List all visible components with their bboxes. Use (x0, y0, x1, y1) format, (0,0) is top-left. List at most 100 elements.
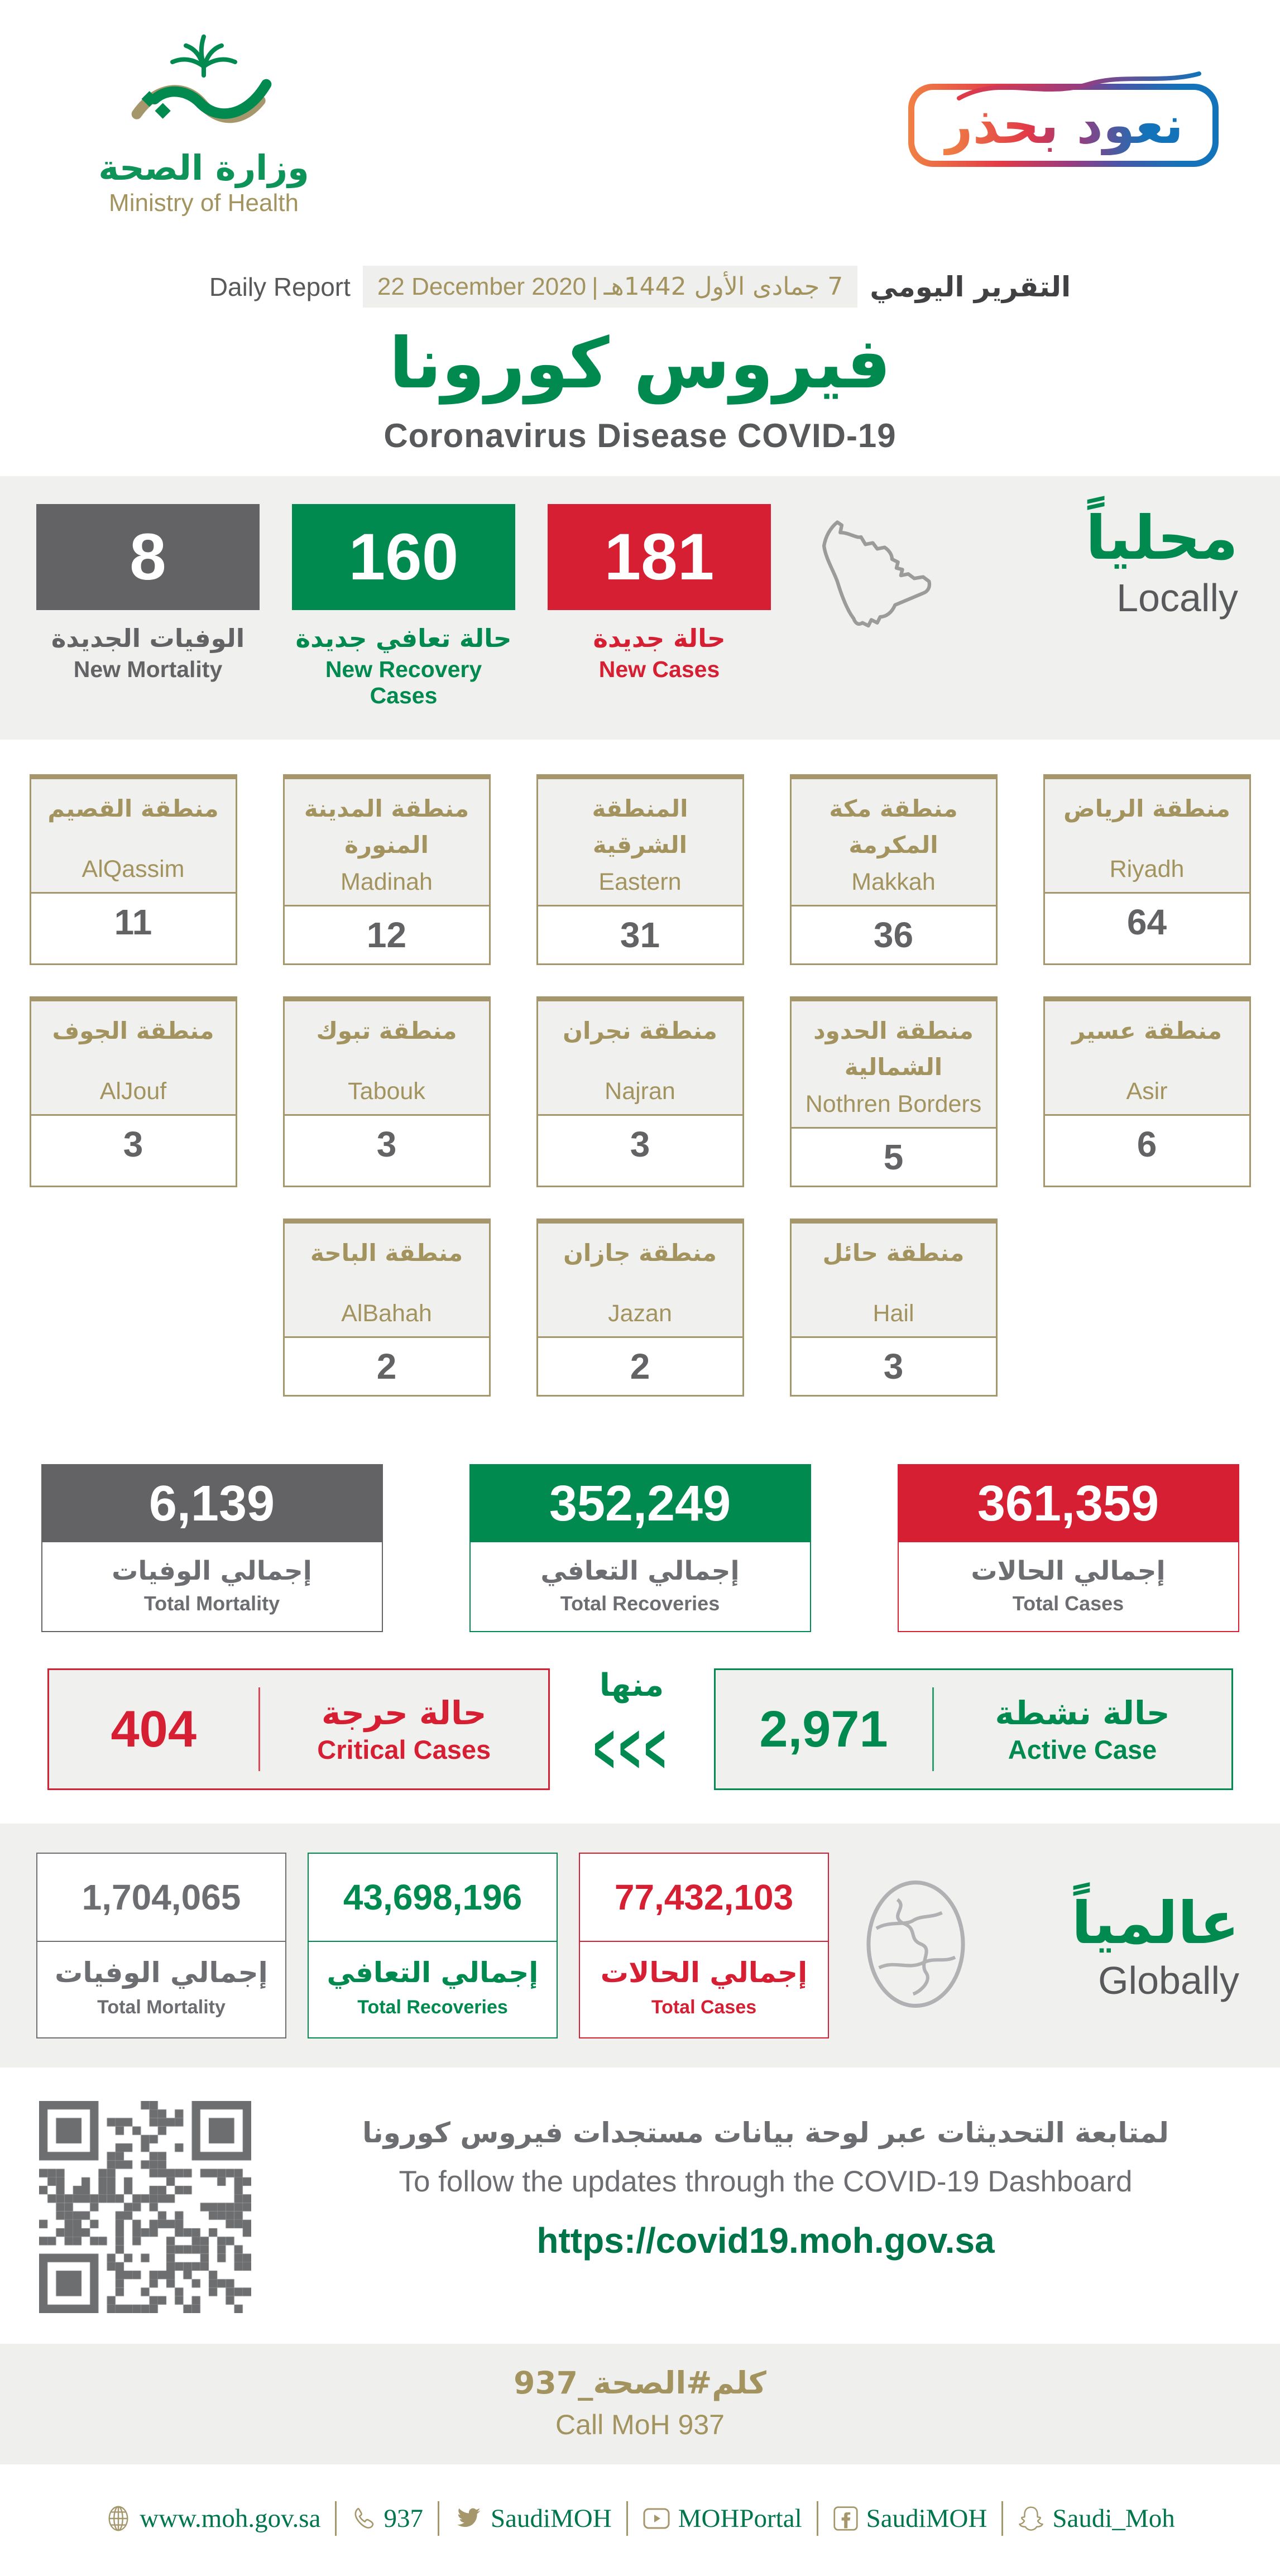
region-count: 6 (1137, 1124, 1157, 1165)
logo-title-english: Ministry of Health (109, 189, 299, 217)
global-cases-value: 77,432,103 (580, 1854, 828, 1942)
global-recoveries-card: 43,698,196 إجمالي التعافي Total Recoveri… (308, 1853, 558, 2039)
divider (932, 1687, 934, 1772)
regions-grid: منطقة القصيم AlQassim 11 منطقة المدينة ا… (0, 740, 1280, 1433)
globally-section: 1,704,065 إجمالي الوفيات Total Mortality… (0, 1824, 1280, 2068)
footer-link-youtube[interactable]: MOHPortal (643, 2503, 802, 2534)
region-count: 3 (123, 1124, 143, 1165)
new-cases-label-ar: حالة جديدة (593, 623, 726, 653)
region-row-3: منطقة الباحة AlBahah 2 منطقة جازان Jazan… (28, 1219, 1252, 1397)
daily-report-label-arabic: التقرير اليومي (870, 270, 1071, 303)
region-name-en: Tabouk (348, 1078, 425, 1105)
header: وزارة الصحة Ministry of Health نعود بحذر (0, 0, 1280, 262)
new-recovery-label-ar: حالة تعافي جديدة (295, 623, 512, 653)
footer-separator (816, 2501, 818, 2536)
region-name-ar: منطقة الحدود الشمالية (813, 1017, 974, 1081)
region-name-ar: منطقة نجران (563, 1017, 717, 1045)
region-name-en: Najran (605, 1078, 675, 1105)
active-cases-box: 2,971 حالة نشطة Active Case (713, 1668, 1233, 1791)
region-card-hail: منطقة حائل Hail 3 (789, 1219, 998, 1397)
total-mortality-label-en: Total Mortality (143, 1592, 280, 1615)
footer-separator (626, 2501, 628, 2536)
total-cases-label-ar: إجمالي الحالات (971, 1556, 1166, 1587)
region-name-en: Madinah (341, 869, 433, 896)
region-card-alqassim: منطقة القصيم AlQassim 11 (29, 774, 237, 966)
new-recovery-label-en: New Recovery Cases (325, 656, 482, 708)
global-recoveries-label-ar: إجمالي التعافي (327, 1956, 539, 1989)
twitter-icon (454, 2504, 483, 2533)
qr-code (39, 2101, 251, 2314)
footer-link-snapchat[interactable]: Saudi_Moh (1018, 2503, 1175, 2534)
footer-link-twitter[interactable]: SaudiMOH (454, 2503, 612, 2534)
region-count: 2 (630, 1346, 650, 1387)
region-count: 2 (376, 1346, 397, 1387)
facebook-icon (833, 2506, 859, 2531)
new-recovery-value: 160 (292, 504, 515, 610)
footer-separator (1001, 2501, 1004, 2536)
footer-link-label: MOHPortal (678, 2504, 802, 2534)
dashboard-url-link[interactable]: https://covid19.moh.gov.sa (536, 2220, 995, 2261)
active-cases-label-ar: حالة نشطة (995, 1694, 1170, 1732)
global-mortality-label-ar: إجمالي الوفيات (55, 1956, 268, 1989)
region-name-en: Hail (872, 1300, 914, 1327)
active-cases-label-en: Active Case (1008, 1734, 1157, 1764)
gregorian-date: 22 December 2020 (377, 272, 587, 300)
globally-heading-ar: عالمياً (1071, 1889, 1239, 1958)
region-name-ar: منطقة الجوف (52, 1017, 214, 1045)
footer-link-label: Saudi_Moh (1052, 2504, 1175, 2534)
region-name-en: Nothren Borders (805, 1091, 982, 1118)
call-moh-band: كلم#الصحة_937 Call MoH 937 (0, 2344, 1280, 2465)
new-mortality-stat: 8 الوفيات الجديدة New Mortality (36, 504, 260, 683)
region-name-ar: منطقة جازان (563, 1239, 717, 1267)
total-recoveries-label-ar: إجمالي التعافي (540, 1556, 740, 1587)
global-cases-label-en: Total Cases (651, 1997, 757, 2018)
region-name-en: AlJouf (99, 1078, 167, 1105)
active-cases-value: 2,971 (759, 1700, 888, 1758)
footer-link-label: 937 (383, 2504, 423, 2534)
global-mortality-card: 1,704,065 إجمالي الوفيات Total Mortality (36, 1853, 286, 2039)
chevrons-left-icon: <<< (593, 1709, 670, 1788)
page-title-english: Coronavirus Disease COVID-19 (383, 417, 897, 454)
region-name-ar: منطقة عسير (1071, 1017, 1223, 1045)
region-name-ar: المنطقة الشرقية (592, 795, 688, 859)
region-name-en: Asir (1126, 1078, 1168, 1105)
total-recoveries-value: 352,249 (470, 1465, 810, 1543)
call-moh-ar: كلم#الصحة_937 (514, 2365, 766, 2401)
page-title-arabic: فيروس كورونا (389, 323, 891, 404)
return-with-caution-badge: نعود بحذر (908, 71, 1219, 167)
locally-section: 8 الوفيات الجديدة New Mortality 160 حالة… (0, 476, 1280, 740)
region-card-najran: منطقة نجران Najran 3 (536, 996, 744, 1188)
hijri-date: 7 جمادى الأول 1442هـ (603, 272, 843, 301)
report-dates: 22 December 2020 | 7 جمادى الأول 1442هـ (362, 266, 858, 308)
footer-link-phone[interactable]: 937 (351, 2503, 423, 2534)
locally-heading-ar: محلياً (1085, 503, 1238, 573)
region-card-aljouf: منطقة الجوف AlJouf 3 (29, 996, 237, 1188)
global-recoveries-label-en: Total Recoveries (357, 1997, 508, 2018)
footer-link-label: SaudiMOH (490, 2504, 612, 2534)
dashboard-note-ar: لمتابعة التحديثات عبر لوحة بيانات مستجدا… (362, 2117, 1169, 2150)
footer-link-website[interactable]: www.moh.gov.sa (105, 2503, 320, 2534)
global-mortality-value: 1,704,065 (37, 1854, 285, 1942)
dashboard-note-en: To follow the updates through the COVID-… (399, 2165, 1133, 2199)
region-card-jazan: منطقة جازان Jazan 2 (536, 1219, 744, 1397)
total-cases-value: 361,359 (898, 1465, 1238, 1543)
region-name-ar: منطقة القصيم (47, 795, 219, 822)
total-recoveries-card: 352,249 إجمالي التعافي Total Recoveries (469, 1464, 811, 1633)
region-name-en: Eastern (598, 869, 682, 896)
daily-report-label: Daily Report (209, 272, 351, 301)
call-moh-en: Call MoH 937 (555, 2409, 725, 2441)
snapchat-icon (1018, 2505, 1044, 2532)
region-count: 3 (630, 1124, 650, 1165)
footer-link-facebook[interactable]: SaudiMOH (833, 2503, 987, 2534)
region-name-en: AlBahah (341, 1300, 432, 1327)
region-card-eastern: المنطقة الشرقية Eastern 31 (536, 774, 744, 966)
youtube-icon (643, 2506, 670, 2531)
footer-separator (335, 2501, 337, 2536)
total-recoveries-label-en: Total Recoveries (560, 1592, 720, 1615)
globe-icon (105, 2505, 132, 2532)
region-count: 64 (1126, 902, 1167, 942)
region-card-northern-borders: منطقة الحدود الشمالية Nothren Borders 5 (789, 996, 998, 1188)
breakdown-row: 404 حالة حرجة Critical Cases منها <<< 2,… (0, 1667, 1280, 1791)
region-count: 5 (883, 1137, 904, 1178)
region-name-ar: منطقة حائل (822, 1239, 965, 1267)
